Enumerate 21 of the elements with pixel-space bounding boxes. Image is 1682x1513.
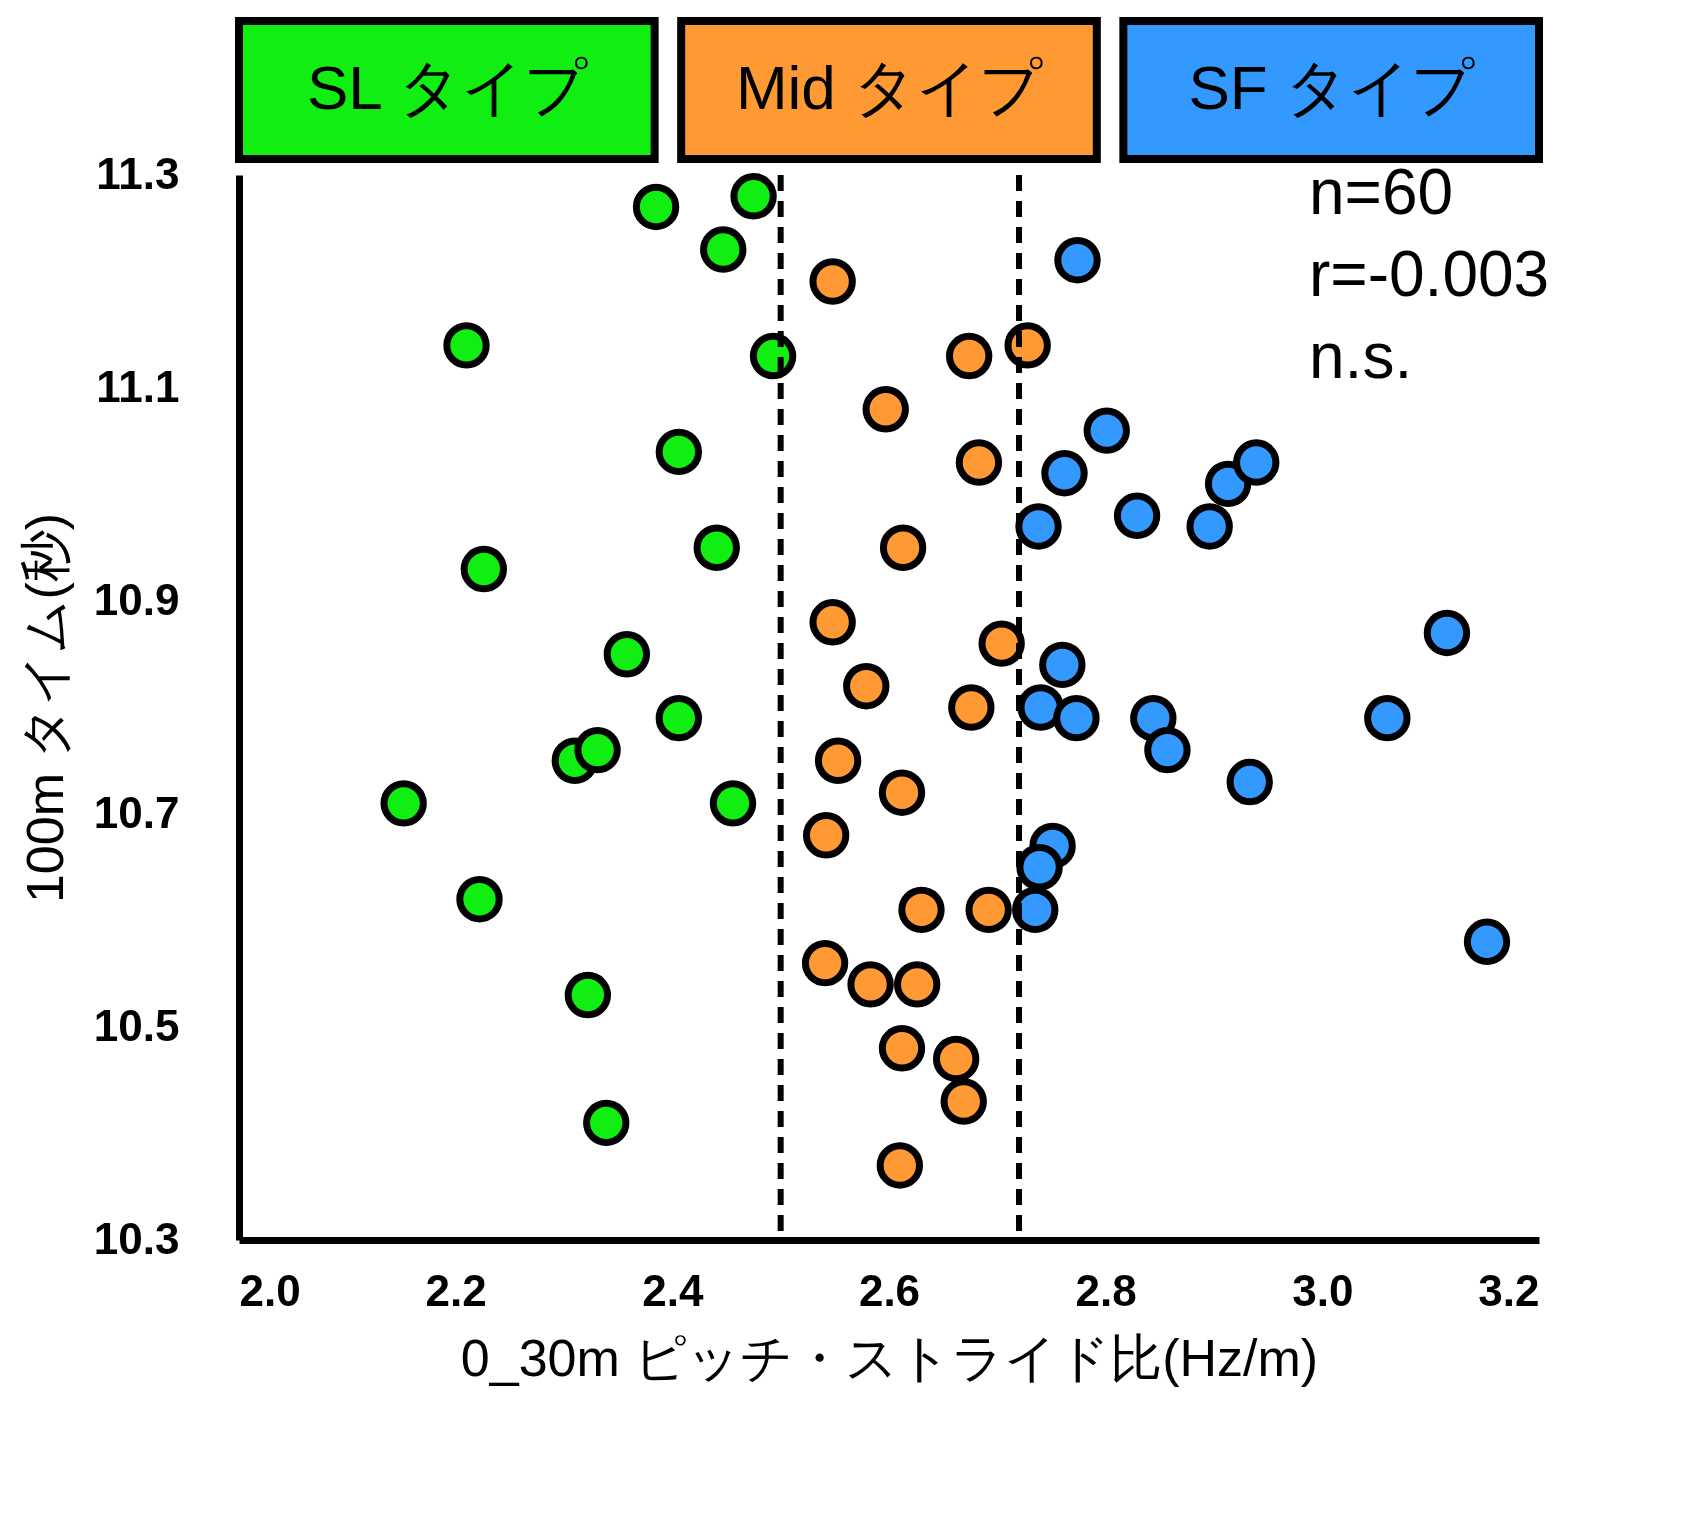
- text: SF タイプ: [1188, 53, 1475, 122]
- y-tick-label: 10.5: [93, 1000, 180, 1050]
- y-tick-label: 11.3: [96, 148, 180, 198]
- y-tick-label: 10.9: [93, 574, 180, 624]
- y-axis-title: 100m タイム(秒): [15, 512, 74, 904]
- y-tick-label: 10.3: [93, 1213, 180, 1263]
- y-tick-label: 10.7: [93, 787, 180, 837]
- annotation: n=60: [1309, 156, 1454, 228]
- annotation: r=-0.003: [1309, 238, 1550, 310]
- text: Mid タイプ: [735, 53, 1044, 122]
- series-label: SL タイプ: [306, 53, 588, 122]
- x-axis-title: 0_30m ピッチ・ストライド比(Hz/m): [460, 1328, 1319, 1387]
- x-tick-label: 2.6: [858, 1265, 921, 1315]
- x-tick-label: 3.0: [1292, 1265, 1354, 1315]
- y-tick-label: 11.1: [96, 361, 180, 411]
- x-tick-label: 2.2: [425, 1265, 487, 1315]
- x-tick-label: 2.8: [1075, 1265, 1137, 1315]
- x-tick-label: 3.2: [1478, 1265, 1540, 1315]
- annotation: n.s.: [1309, 320, 1413, 392]
- x-tick-label: 2.0: [239, 1265, 301, 1315]
- x-tick-label: 2.4: [642, 1265, 704, 1315]
